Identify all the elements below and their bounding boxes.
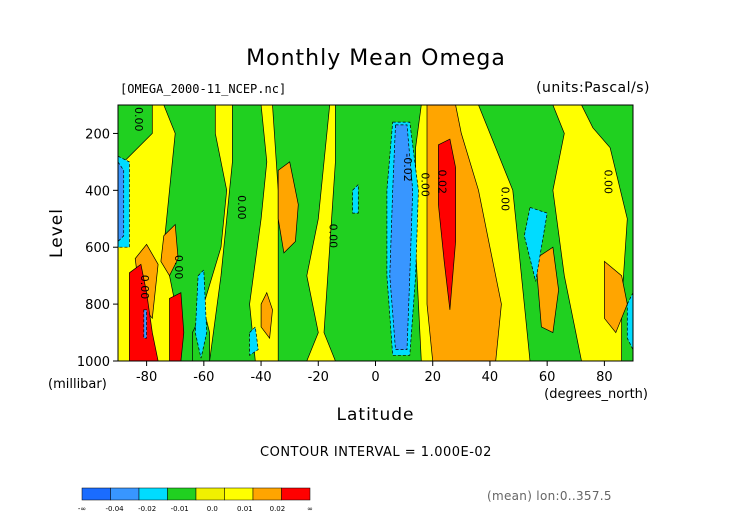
legend-label-0: -∞ [78, 505, 86, 513]
legend-swatch-4 [195, 487, 225, 501]
legend-swatch-7 [281, 487, 311, 501]
legend-label-7: ∞ [307, 505, 313, 513]
x-tick-label: 60 [539, 370, 556, 385]
contour-region-m002-5 [523, 206, 548, 282]
contour-region-p002-1 [260, 291, 273, 340]
contour-label-2: 0.00 [172, 255, 185, 280]
contour-region-m001-2 [209, 105, 268, 361]
x-axis-label: Latitude [337, 405, 415, 425]
legend-swatch-3 [167, 487, 197, 501]
y-tick-label: 1000 [77, 355, 110, 370]
contour-label-1: 0.00 [138, 275, 151, 300]
contour-region-m004-2 [143, 309, 147, 339]
y-axis-label: Level [47, 208, 67, 258]
contour-region-m002-3 [352, 183, 359, 214]
plot-area: 0.00 0.00 0.00 0.00 0.00 -0.02 0.00 0.02 0.00 0.0… [118, 105, 633, 361]
contour-label-9: 0.00 [601, 170, 614, 195]
legend-label-6: 0.02 [270, 505, 286, 513]
contour-region-m004-0 [389, 124, 414, 350]
legend-swatch-5 [224, 487, 254, 501]
y-tick-label: 600 [85, 241, 110, 256]
x-tick-label: 80 [596, 370, 613, 385]
legend-swatch-2 [138, 487, 168, 501]
x-tick-label: 0 [371, 370, 379, 385]
contour-label-3: 0.00 [235, 195, 248, 220]
x-tick-label: -20 [308, 370, 329, 385]
legend-label-4: 0.0 [207, 505, 218, 513]
contour-region-p002-5 [535, 246, 559, 334]
chart-title: Monthly Mean Omega [246, 46, 506, 71]
contour-label-0: 0.00 [132, 107, 145, 132]
y-tick-label: 400 [85, 184, 110, 199]
contour-region-gt_p002-0 [438, 138, 456, 310]
contour-label-7: 0.02 [435, 170, 448, 195]
y-axis-unit-label: (millibar) [48, 377, 107, 392]
x-axis: -80 -60 -40 -20 0 20 40 60 80 [136, 361, 613, 385]
x-tick-label: 20 [424, 370, 441, 385]
contour-label-6: 0.00 [418, 172, 431, 197]
x-tick-label: -80 [136, 370, 157, 385]
color-legend: -∞ -0.04 -0.02 -0.01 0.0 0.01 0.02 ∞ [78, 487, 313, 513]
contour-region-m002-6 [626, 292, 633, 350]
contour-interval-label: CONTOUR INTERVAL = 1.000E-02 [260, 445, 492, 460]
legend-swatch-0 [81, 487, 111, 501]
legend-label-2: -0.02 [138, 505, 156, 513]
legend-label-5: 0.01 [237, 505, 253, 513]
contour-region-m002-2 [194, 269, 208, 359]
contour-label-5: -0.02 [401, 153, 414, 181]
y-tick-label: 800 [85, 298, 110, 313]
y-tick-label: 200 [85, 127, 110, 142]
contour-region-p002-2 [160, 223, 179, 277]
contour-label-4: 0.00 [327, 224, 340, 249]
contour-region-p002-6 [604, 260, 628, 334]
legend-swatch-1 [110, 487, 140, 501]
x-tick-label: -40 [250, 370, 271, 385]
contour-region-m001-0 [118, 105, 153, 169]
legend-swatch-6 [252, 487, 282, 501]
file-label: [OMEGA_2000-11_NCEP.nc] [120, 82, 287, 96]
units-label: (units:Pascal/s) [536, 80, 650, 96]
contour-region-gt_p002-2 [169, 292, 185, 361]
mean-footnote: (mean) lon:0..357.5 [487, 489, 612, 503]
x-tick-label: 40 [482, 370, 499, 385]
contour-region-m004-1 [118, 161, 125, 242]
contour-region-gt_p002-1 [129, 263, 159, 361]
x-tick-label: -60 [193, 370, 214, 385]
contour-region-p002-0 [277, 161, 299, 254]
legend-label-1: -0.04 [106, 505, 125, 513]
contour-label-8: 0.00 [498, 187, 511, 212]
contour-region-m002-4 [249, 326, 259, 356]
x-axis-unit-label: (degrees_north) [544, 387, 648, 402]
y-axis: 200 400 600 800 1000 [77, 127, 118, 370]
legend-label-3: -0.01 [171, 505, 189, 513]
